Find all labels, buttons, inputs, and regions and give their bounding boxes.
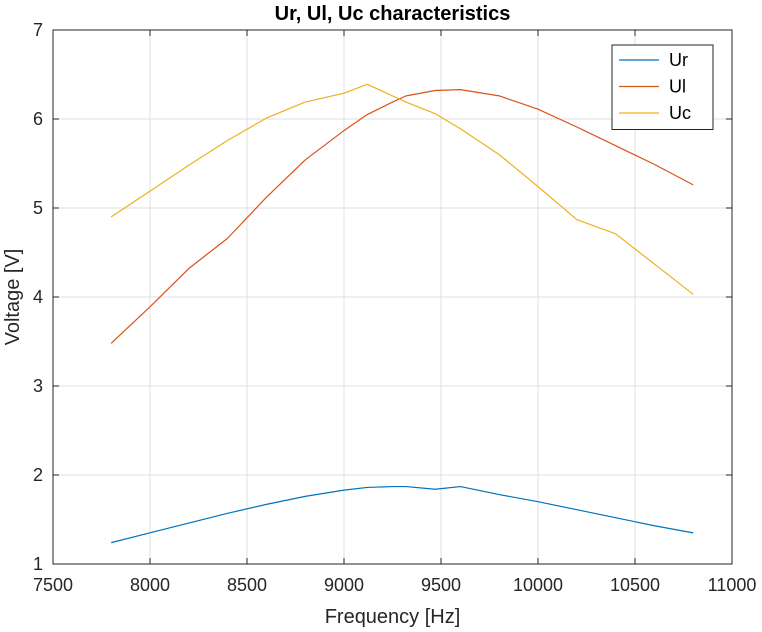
x-axis-label: Frequency [Hz]: [325, 606, 461, 628]
series-layer: [110, 83, 694, 544]
series-line-uc: [110, 83, 694, 295]
x-tick-label: 9500: [421, 575, 461, 595]
y-tick-label: 2: [33, 465, 43, 485]
x-tick-label: 10000: [513, 575, 563, 595]
y-tick-label: 5: [33, 198, 43, 218]
x-tick-label: 10500: [610, 575, 660, 595]
y-tick-label: 1: [33, 554, 43, 574]
legend-label-uc: Uc: [669, 103, 691, 123]
x-tick-label: 8500: [227, 575, 267, 595]
y-tick-label: 6: [33, 109, 43, 129]
legend: Ur Ul Uc: [611, 44, 714, 130]
x-tick-label: 8000: [130, 575, 170, 595]
series-line-ur: [111, 485, 694, 544]
legend-label-ur: Ur: [669, 50, 688, 70]
chart-title: Ur, Ul, Uc characteristics: [275, 3, 511, 25]
y-axis-label: Voltage [V]: [2, 249, 24, 346]
legend-box: [611, 44, 714, 130]
x-tick-label: 7500: [33, 575, 73, 595]
x-axis: 7500 8000 8500 9000 9500 10000 10500 11000: [33, 30, 756, 595]
y-tick-label: 7: [33, 20, 43, 40]
x-tick-label: 9000: [324, 575, 364, 595]
x-tick-label: 11000: [708, 575, 757, 595]
y-axis: 1 2 3 4 5 6 7: [33, 20, 732, 574]
y-tick-label: 4: [33, 287, 43, 307]
legend-label-ul: Ul: [669, 77, 686, 97]
y-tick-label: 3: [33, 376, 43, 396]
